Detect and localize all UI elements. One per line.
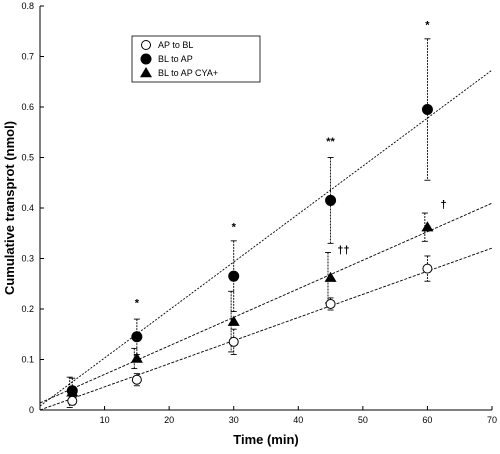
y-tick-label: 0.7 xyxy=(21,52,34,62)
y-tick-label: 0.8 xyxy=(21,1,34,11)
data-point-open-circle xyxy=(67,395,78,406)
significance-mark: * xyxy=(232,222,237,234)
y-tick-label: 0.4 xyxy=(21,203,34,213)
x-tick-label: 20 xyxy=(164,415,174,425)
y-tick-label: 0.6 xyxy=(21,102,34,112)
legend-label: BL to AP xyxy=(158,54,193,64)
fit-line-2 xyxy=(39,202,493,404)
data-point-filled-circle xyxy=(131,331,143,343)
data-point-filled-circle xyxy=(228,270,240,282)
data-point-filled-circle xyxy=(421,104,433,116)
y-tick-label: 0.2 xyxy=(21,304,34,314)
x-axis-title: Time (min) xyxy=(233,432,299,447)
data-point-filled-triangle xyxy=(66,386,79,397)
fit-line-0 xyxy=(39,247,493,411)
x-tick-label: 30 xyxy=(229,415,239,425)
significance-mark: * xyxy=(425,20,430,32)
data-point-filled-circle xyxy=(325,194,337,206)
legend-label: BL to AP CYA+ xyxy=(158,68,218,78)
x-tick-label: 50 xyxy=(358,415,368,425)
data-point-filled-triangle xyxy=(421,221,434,232)
significance-mark: † xyxy=(441,199,447,211)
x-tick-label: 70 xyxy=(487,415,497,425)
legend-marker-filled-circle xyxy=(140,53,152,65)
fit-line-1 xyxy=(39,69,493,407)
legend-marker-filled-triangle xyxy=(140,67,152,78)
significance-mark: * xyxy=(135,297,140,309)
x-tick-label: 60 xyxy=(422,415,432,425)
data-point-open-circle xyxy=(228,336,239,347)
x-tick-label: 40 xyxy=(293,415,303,425)
error-bars xyxy=(66,38,431,408)
data-point-filled-triangle xyxy=(130,352,143,363)
data-point-open-circle xyxy=(325,298,336,309)
axes: 0 0.1 0.2 0.3 0.4 0.5 0.6 0.7 0.8 10 20 30 40 50 60 70 xyxy=(21,1,497,425)
data-point-open-circle xyxy=(131,374,142,385)
legend-marker-open-circle xyxy=(141,40,151,50)
data-point-filled-triangle xyxy=(227,315,240,326)
significance-annotations: *****††† xyxy=(135,20,447,310)
x-tick-label: 10 xyxy=(100,415,110,425)
y-tick-label: 0.5 xyxy=(21,153,34,163)
data-point-filled-triangle xyxy=(324,271,337,282)
legend: AP to BL BL to AP BL to AP CYA+ xyxy=(131,35,261,83)
legend-label: AP to BL xyxy=(158,40,193,50)
significance-mark: †† xyxy=(337,244,349,256)
y-tick-label: 0 xyxy=(29,405,34,415)
data-markers xyxy=(66,104,434,406)
significance-mark: ** xyxy=(326,136,335,148)
legend-box xyxy=(131,35,261,83)
fit-lines xyxy=(39,69,493,411)
data-point-open-circle xyxy=(422,263,433,274)
y-tick-label: 0.3 xyxy=(21,254,34,264)
y-axis-title: Cumulative transprot (nmol) xyxy=(2,121,17,295)
y-tick-label: 0.1 xyxy=(21,355,34,365)
